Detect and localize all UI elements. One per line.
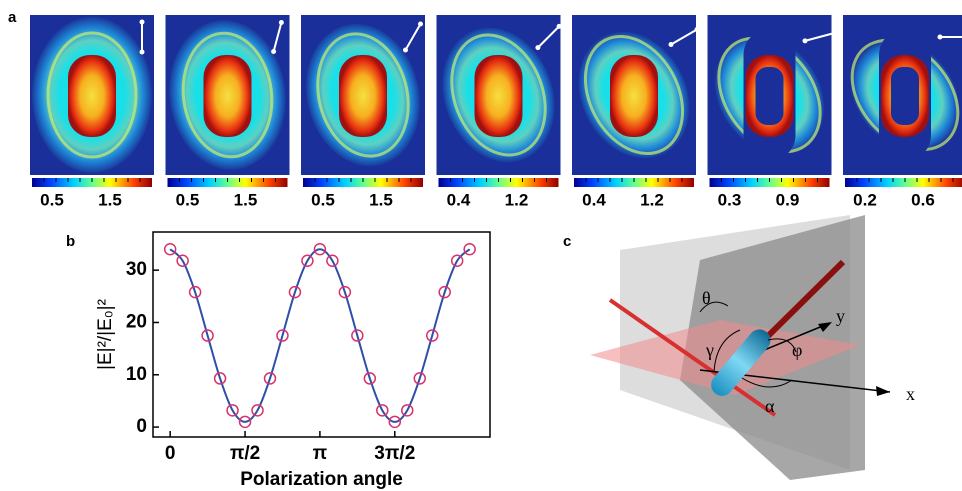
y-tick-label: 20 [126, 311, 147, 332]
arrow-tip [803, 38, 808, 43]
colorbar-label: 0.4 [447, 190, 471, 209]
core [339, 55, 387, 137]
angle-label: γ [705, 340, 714, 360]
x-tick-label: π/2 [230, 443, 260, 464]
colorbar-label: 0.2 [853, 190, 877, 209]
core [68, 55, 116, 137]
arrow-tip [535, 45, 540, 50]
colorbar-label: 0.5 [176, 190, 200, 209]
map [692, 15, 846, 176]
colorbar-label: 1.5 [369, 190, 393, 209]
map [161, 13, 294, 176]
colorbar-label: 1.2 [640, 190, 664, 209]
core [610, 55, 658, 137]
colorbar-label: 0.9 [776, 190, 800, 209]
core-hole [756, 67, 784, 125]
map [423, 11, 573, 179]
arrow-tip [938, 35, 943, 40]
arrow-tip [831, 31, 836, 36]
arrow-tip [279, 20, 284, 25]
arrow-tip [140, 20, 145, 25]
angle-label: θ [702, 288, 711, 308]
colorbar-label: 0.3 [718, 190, 742, 209]
arrow-tip [271, 49, 276, 54]
panel-label: c [563, 233, 571, 250]
colorbar-label: 1.5 [234, 190, 258, 209]
core [204, 55, 252, 137]
panel-label: a [8, 9, 17, 26]
arrow-tip [140, 50, 145, 55]
field-map: 0.5 1.5 [161, 13, 294, 209]
colorbar-label: 0.6 [911, 190, 935, 209]
map [30, 15, 154, 175]
field-map: 0.3 0.9 [692, 15, 846, 210]
field-map: 0.2 0.6 [829, 15, 962, 209]
plot-frame [153, 232, 490, 437]
axis-label: x [906, 384, 915, 404]
arrow-tip [669, 42, 674, 47]
field-map: 0.5 1.5 [30, 15, 154, 209]
y-tick-label: 10 [126, 364, 147, 385]
field-map: 0.4 1.2 [423, 11, 573, 209]
field-map: 0.5 1.5 [291, 12, 435, 210]
schematic [590, 215, 890, 480]
colorbar-label: 1.5 [98, 190, 122, 209]
colorbar-label: 0.5 [311, 190, 335, 209]
core-hole [891, 67, 919, 125]
arrow-tip [557, 24, 562, 29]
angle-label: φ [792, 340, 802, 360]
map [557, 12, 711, 177]
map [829, 15, 962, 175]
arrow-tip [694, 27, 699, 32]
panel-label: b [66, 233, 75, 250]
figure: a b c θ γ φ α x y 0.5 1.5 0.5 1.5 0.5 1.5 0.4 1… [0, 0, 962, 491]
x-tick-label: 3π/2 [374, 443, 415, 464]
angle-label: α [765, 396, 775, 416]
colorbar [845, 178, 962, 187]
axis-label: y [836, 306, 845, 326]
arrow-tip [418, 22, 423, 27]
curve [170, 249, 469, 422]
y-tick-label: 30 [126, 259, 147, 280]
y-axis-label: |E|²/|E₀|² [95, 299, 116, 370]
core [475, 55, 523, 137]
x-tick-label: π [313, 443, 328, 464]
y-tick-label: 0 [136, 416, 147, 437]
x-axis-label: Polarization angle [240, 469, 403, 490]
colorbar-label: 0.5 [40, 190, 64, 209]
x-tick-label: 0 [165, 443, 176, 464]
field-map: 0.4 1.2 [557, 12, 711, 209]
colorbar-label: 0.4 [582, 190, 606, 209]
data-point [464, 244, 475, 255]
arrow-tip [403, 47, 408, 52]
colorbar-label: 1.2 [505, 190, 529, 209]
